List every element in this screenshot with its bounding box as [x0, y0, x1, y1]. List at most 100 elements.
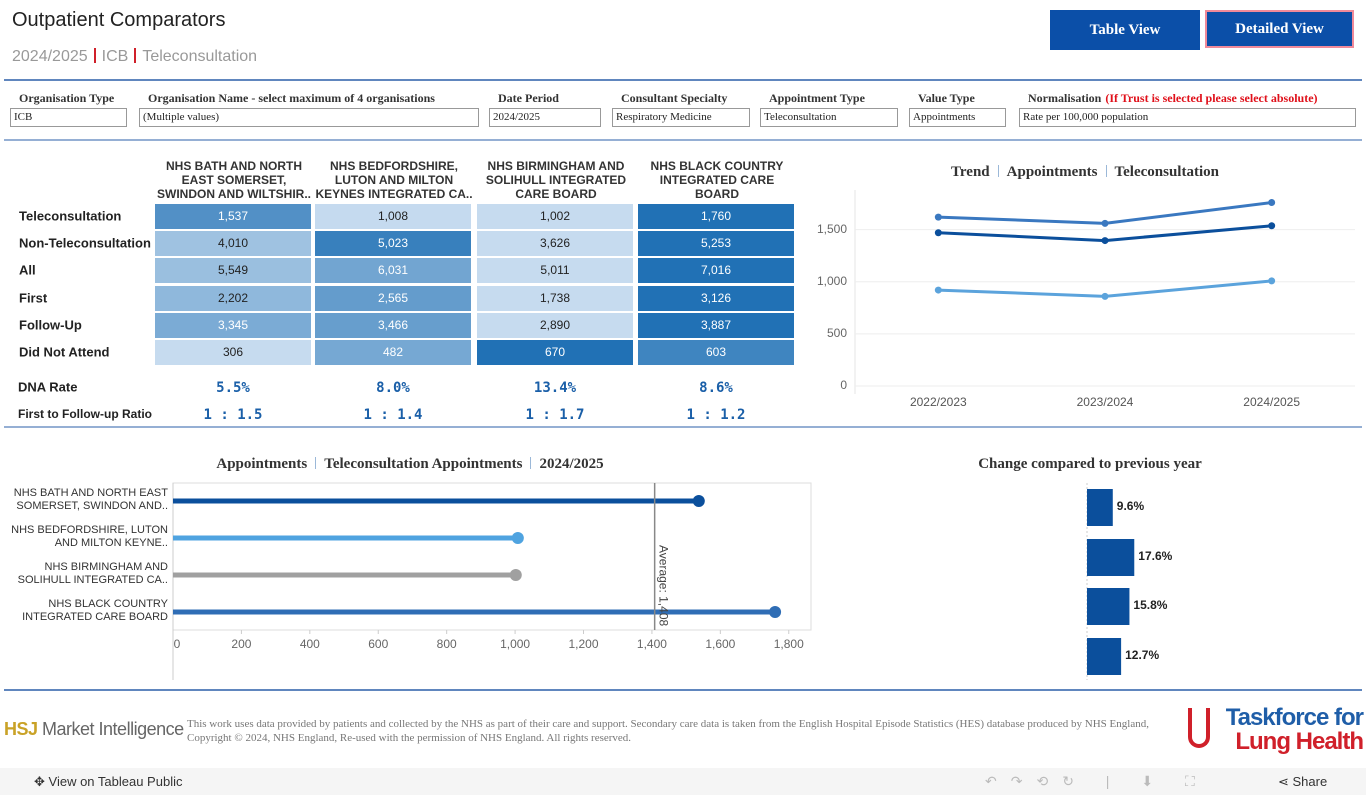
filter-value: Teleconsultation — [764, 111, 837, 123]
filter-dropdown[interactable]: Appointments — [909, 108, 1006, 127]
toolbar-icons: ↶↷⟲↻ | ⬇ ⛶ — [985, 773, 1209, 789]
cell-label: 5,023 — [378, 236, 408, 250]
tableau-link[interactable]: ✥ View on Tableau Public — [34, 774, 183, 789]
table-cell — [477, 204, 633, 229]
table-cell — [315, 313, 471, 338]
column-header: NHS BIRMINGHAM AND SOLIHULL INTEGRATED C… — [485, 159, 627, 201]
table-cell — [155, 340, 311, 365]
table-cell — [477, 258, 633, 283]
change-title: Change compared to previous year — [978, 456, 1202, 472]
filter-dropdown[interactable]: 2024/2025 — [489, 108, 601, 127]
subtitle-part: ICB — [101, 48, 129, 65]
filter-label: Value Type — [918, 91, 975, 106]
column-header: NHS BEDFORDSHIRE, LUTON AND MILTON KEYNE… — [315, 159, 473, 201]
x-tick-label: 800 — [437, 637, 457, 651]
x-tick-label: 2023/2024 — [1077, 395, 1134, 409]
table-cell — [477, 340, 633, 365]
row-label: First — [19, 290, 48, 305]
point — [934, 229, 942, 237]
filter-label: Appointment Type — [769, 91, 865, 106]
logo-part: Lung Health — [1235, 728, 1364, 755]
toolbar-text: Share — [1292, 774, 1328, 789]
filter-dropdown[interactable]: Rate per 100,000 population — [1019, 108, 1356, 127]
cell-label: 5,011 — [540, 263, 569, 277]
filter-value: Appointments — [913, 111, 976, 123]
cell-label: 3,345 — [218, 318, 248, 332]
point — [1101, 237, 1109, 245]
filter-label: Date Period — [498, 91, 559, 106]
table-cell — [315, 340, 471, 365]
summary-value: 5.5% — [216, 380, 250, 396]
summary-label: First to Follow-up Ratio — [18, 407, 152, 421]
filter-dropdown[interactable]: Respiratory Medicine — [612, 108, 750, 127]
filter-value: ICB — [14, 111, 33, 123]
share-button[interactable]: ⋖ Share — [1278, 774, 1328, 789]
table-cell — [315, 231, 471, 256]
table-cell — [638, 340, 794, 365]
logo-part: Taskforce for — [1225, 704, 1364, 731]
point — [934, 286, 942, 294]
filter-dropdown[interactable]: (Multiple values) — [139, 108, 479, 127]
cell-label: 482 — [383, 345, 403, 359]
row-label: Did Not Attend — [19, 344, 110, 359]
table-cell — [638, 231, 794, 256]
logo-part: Market Intelligence — [42, 719, 184, 739]
bar — [1087, 638, 1122, 675]
cell-label: 3,887 — [701, 318, 731, 332]
category-label: NHS BIRMINGHAM AND SOLIHULL INTEGRATED C… — [17, 561, 168, 586]
category-label: NHS BATH AND NORTH EAST SOMERSET, SWINDO… — [13, 487, 168, 512]
summary-value: 1 : 1.2 — [686, 407, 745, 423]
filter-label: Consultant Specialty — [621, 91, 727, 106]
subtitle: 2024/2025 ICB Teleconsultation — [12, 48, 257, 66]
row-label: Non-Teleconsultation — [19, 235, 151, 250]
table-cell — [315, 204, 471, 229]
filter-dropdown[interactable]: ICB — [10, 108, 127, 127]
lollipop-head — [511, 532, 524, 544]
summary-label: DNA Rate — [18, 379, 77, 394]
filter-name: Organisation Name - select maximum of 4 … — [148, 91, 435, 105]
y-tick-label: 1,500 — [817, 222, 847, 236]
cell-label: 4,010 — [218, 236, 248, 250]
title-part: Teleconsultation — [1114, 164, 1219, 180]
x-tick-label: 1,000 — [500, 637, 530, 651]
cell-label: 3,626 — [540, 236, 570, 250]
detailed-view-button[interactable]: Detailed View — [1205, 10, 1354, 48]
cell-label: 5,549 — [218, 263, 248, 277]
cell-label: 306 — [223, 345, 243, 359]
cell-label: 603 — [706, 345, 726, 359]
filter-note: (If Trust is selected please select abso… — [1105, 91, 1318, 105]
filter-name: Appointment Type — [769, 91, 865, 105]
bar-label: 12.7% — [1125, 648, 1159, 662]
title-part: Appointments — [216, 456, 308, 472]
taskforce-logo: Taskforce for Lung Health — [1225, 704, 1364, 755]
cell-label: 2,890 — [540, 318, 570, 332]
category-label: NHS BLACK COUNTRY INTEGRATED CARE BOARD — [22, 598, 168, 623]
filter-name: Normalisation — [1028, 91, 1102, 105]
plot-frame — [172, 482, 812, 631]
subtitle-part: Teleconsultation — [142, 48, 258, 65]
filter-dropdown[interactable]: Teleconsultation — [760, 108, 898, 127]
x-tick-label: 0 — [174, 637, 181, 651]
table-view-button[interactable]: Table View — [1050, 10, 1200, 50]
table-cell — [477, 313, 633, 338]
table-cell — [638, 258, 794, 283]
lollipop-head — [509, 569, 522, 581]
x-tick-label: 1,600 — [705, 637, 735, 651]
x-tick-label: 1,400 — [637, 637, 667, 651]
cell-label: 2,202 — [218, 291, 248, 305]
cell-label: 1,760 — [701, 209, 731, 223]
lollipop-title: Appointments Teleconsultation Appointment… — [150, 456, 670, 473]
row-label: All — [19, 262, 36, 277]
table-cell — [155, 313, 311, 338]
row-label: Follow-Up — [19, 317, 82, 332]
column-header: NHS BATH AND NORTH EAST SOMERSET, SWINDO… — [157, 159, 311, 201]
table-cell — [477, 231, 633, 256]
trend-title: Trend Appointments Teleconsultation — [855, 164, 1315, 181]
title-part: Trend — [951, 164, 990, 180]
summary-value: 1 : 1.4 — [363, 407, 422, 423]
cell-label: 670 — [545, 345, 565, 359]
cell-label: 1,008 — [378, 209, 408, 223]
y-tick-label: 0 — [840, 378, 847, 392]
